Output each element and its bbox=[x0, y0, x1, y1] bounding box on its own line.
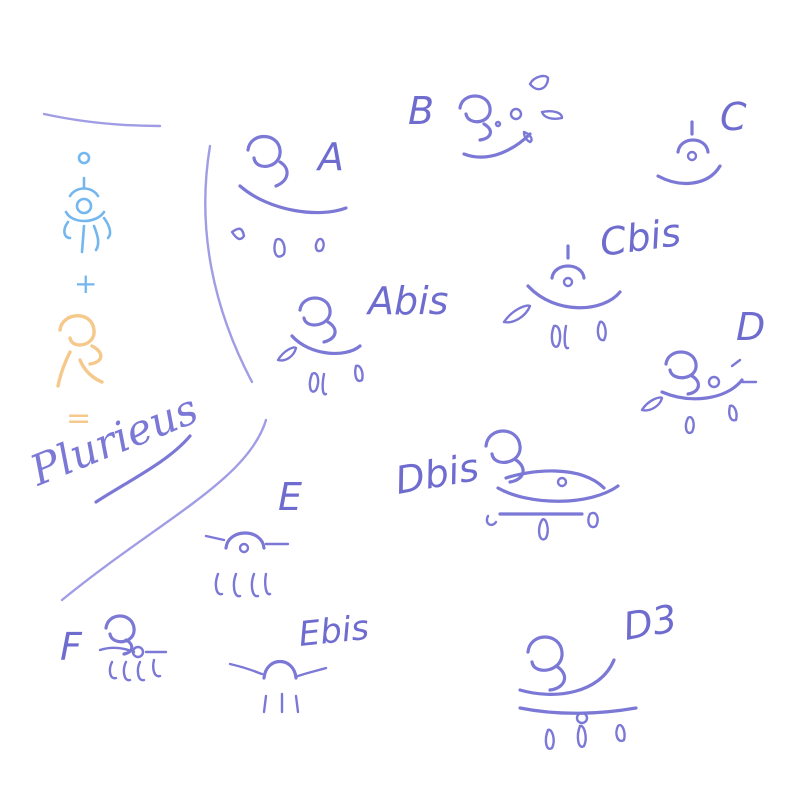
legend-word: Plurieus bbox=[22, 384, 204, 496]
label-e: E bbox=[278, 475, 302, 519]
blue-head-figure bbox=[63, 151, 112, 254]
figure-a: A bbox=[230, 135, 348, 258]
divider-top-left bbox=[42, 112, 162, 128]
figure-d3: D3 bbox=[518, 596, 680, 750]
figure-ebis: Ebis bbox=[228, 608, 371, 714]
figure-dbis: Dbis bbox=[392, 429, 620, 541]
label-d: D bbox=[736, 305, 765, 349]
label-f: F bbox=[60, 625, 83, 669]
label-b: B bbox=[408, 89, 434, 133]
label-cbis: Cbis bbox=[597, 210, 683, 265]
divider-lines bbox=[42, 112, 268, 602]
figure-d: D bbox=[640, 305, 765, 435]
orange-body-figure bbox=[56, 314, 104, 388]
divider-vertical bbox=[204, 144, 254, 384]
figure-c: C bbox=[656, 95, 747, 185]
label-a: A bbox=[315, 135, 344, 179]
label-dbis: Dbis bbox=[392, 445, 482, 503]
figure-f: F bbox=[60, 614, 168, 682]
divider-diagonal bbox=[60, 418, 268, 602]
label-abis: Abis bbox=[365, 279, 448, 323]
legend-plus: + bbox=[74, 267, 97, 300]
figure-b: B bbox=[408, 74, 564, 159]
label-ebis: Ebis bbox=[297, 608, 371, 655]
figure-abis: Abis bbox=[276, 279, 448, 396]
legend: + = Plurieus bbox=[22, 151, 205, 504]
legend-equals: = bbox=[66, 401, 91, 436]
figure-cbis: Cbis bbox=[502, 210, 683, 350]
label-c: C bbox=[720, 95, 747, 139]
legend-word-underline bbox=[94, 434, 192, 504]
label-d3: D3 bbox=[620, 596, 680, 649]
figure-e: E bbox=[204, 475, 302, 598]
